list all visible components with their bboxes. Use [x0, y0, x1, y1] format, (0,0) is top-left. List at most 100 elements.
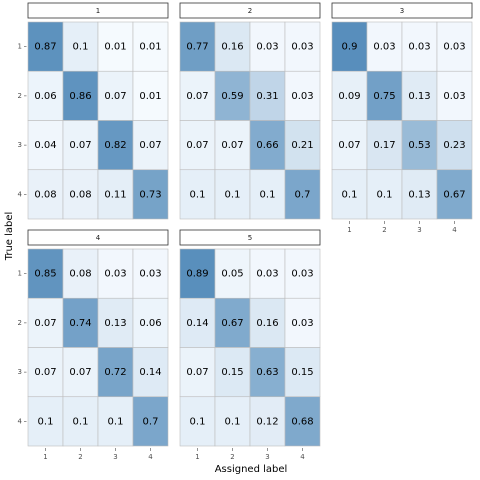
cell-value-label: 0.03	[291, 318, 313, 329]
cell-value-label: 0.07	[186, 140, 208, 151]
cell-value-label: 0.86	[69, 91, 91, 102]
cell-value-label: 0.06	[34, 91, 56, 102]
cell-value-label: 0.1	[73, 42, 89, 53]
heatmap-cell	[436, 70, 473, 121]
cell-value-label: 0.08	[69, 189, 91, 200]
heatmap-cell	[132, 396, 169, 447]
cell-value-label: 0.21	[291, 140, 313, 151]
heatmap-cell	[214, 347, 251, 398]
cell-value-label: 0.7	[295, 189, 311, 200]
facet-strip-label: 3	[400, 7, 404, 15]
cell-value-label: 0.01	[139, 91, 161, 102]
x-tick-label: 2	[230, 453, 234, 461]
y-tick-label: 2	[18, 92, 22, 100]
facet-strip-label: 4	[96, 234, 101, 242]
cell-value-label: 0.05	[221, 269, 243, 280]
heatmap-cell	[27, 248, 64, 299]
y-tick-label: 4	[18, 190, 23, 198]
cell-value-label: 0.08	[34, 189, 56, 200]
heatmap-cell	[401, 21, 438, 72]
facet-panel-4: 40.85 0.08 0.03 0.030.07 0.74 0.13 0.060.07 0.0…	[18, 229, 169, 461]
cell-value-label: 0.72	[104, 367, 126, 378]
cell-value-label: 0.15	[291, 367, 313, 378]
cell-value-label: 0.87	[34, 42, 56, 53]
cell-value-label: 0.67	[221, 318, 243, 329]
x-tick-label: 3	[417, 226, 421, 234]
facet-panel-1: 1 0.87 0.1 0.01 0.01 0.06 0.86 0.07 0.01 0.04 0.07…	[18, 2, 169, 220]
x-tick-label: 2	[382, 226, 386, 234]
heatmap-cell	[27, 297, 64, 348]
heatmap-cell	[214, 396, 251, 447]
cell-value-label: 0.1	[342, 189, 358, 200]
facet-strip	[179, 2, 321, 19]
x-tick-label: 4	[148, 453, 153, 461]
cell-value-label: 0.14	[186, 318, 208, 329]
heatmap-cell	[97, 70, 134, 121]
heatmap-cell	[436, 169, 473, 220]
cell-value-label: 0.03	[291, 91, 313, 102]
cell-value-label: 0.03	[373, 42, 395, 53]
facet-strip-label: 1	[96, 7, 100, 15]
x-tick-label: 2	[78, 453, 82, 461]
x-tick-label: 1	[347, 226, 351, 234]
facet-strip	[179, 229, 321, 246]
cell-value-label: 0.66	[256, 140, 278, 151]
heatmap-cell	[62, 120, 99, 171]
heatmap-cell	[62, 169, 99, 220]
cell-value-label: 0.13	[408, 189, 430, 200]
facet-panel-2: 2 0.77 0.16 0.03 0.03 0.07 0.59 0.31 0.03 0.07 0.0…	[179, 2, 321, 220]
cell-value-label: 0.01	[139, 42, 161, 53]
cell-value-label: 0.1	[260, 189, 276, 200]
cell-value-label: 0.07	[221, 140, 243, 151]
cell-value-label: 0.03	[291, 42, 313, 53]
heatmap-cell	[284, 396, 321, 447]
heatmap-cell	[179, 70, 216, 121]
cell-value-label: 0.03	[139, 269, 161, 280]
cell-value-label: 0.1	[73, 416, 89, 427]
heatmap-cell	[401, 70, 438, 121]
heatmap-cell	[284, 120, 321, 171]
heatmap-cell	[97, 347, 134, 398]
cell-value-label: 0.08	[69, 269, 91, 280]
cell-value-label: 0.15	[221, 367, 243, 378]
heatmap-cell	[249, 347, 286, 398]
heatmap-cell	[331, 70, 368, 121]
heatmap-cell	[401, 120, 438, 171]
facet-strip	[27, 229, 169, 246]
cell-value-label: 0.75	[373, 91, 395, 102]
x-tick-label: 1	[195, 453, 199, 461]
cell-value-label: 0.67	[443, 189, 465, 200]
cell-value-label: 0.09	[338, 91, 360, 102]
cell-value-label: 0.17	[373, 140, 395, 151]
cell-value-label: 0.1	[38, 416, 54, 427]
facet-panel-3: 30.9 0.03 0.03 0.030.09 0.75 0.13 0.030.07 0.17…	[331, 2, 473, 234]
facet-strip-label: 5	[248, 234, 252, 242]
cell-value-label: 0.04	[34, 140, 56, 151]
heatmap-cell	[249, 120, 286, 171]
heatmap-cell	[27, 396, 64, 447]
heatmap-cell	[179, 396, 216, 447]
cell-value-label: 0.73	[139, 189, 161, 200]
heatmap-cell	[436, 21, 473, 72]
heatmap-cell	[179, 347, 216, 398]
cell-value-label: 0.06	[139, 318, 161, 329]
heatmap-cell	[436, 120, 473, 171]
cell-value-label: 0.03	[104, 269, 126, 280]
cell-value-label: 0.12	[256, 416, 278, 427]
heatmap-cell	[366, 120, 403, 171]
x-tick-label: 3	[113, 453, 117, 461]
cell-value-label: 0.1	[377, 189, 393, 200]
cell-value-label: 0.13	[408, 91, 430, 102]
heatmap-cell	[214, 297, 251, 348]
y-tick-label: 2	[18, 319, 22, 327]
y-tick-label: 1	[18, 270, 22, 278]
y-tick-label: 4	[18, 417, 23, 425]
heatmap-cell	[132, 248, 169, 299]
cell-value-label: 0.16	[256, 318, 278, 329]
cell-value-label: 0.1	[225, 416, 241, 427]
cell-value-label: 0.9	[342, 42, 358, 53]
cell-value-label: 0.63	[256, 367, 278, 378]
heatmap-cell	[249, 248, 286, 299]
cell-value-label: 0.07	[69, 140, 91, 151]
